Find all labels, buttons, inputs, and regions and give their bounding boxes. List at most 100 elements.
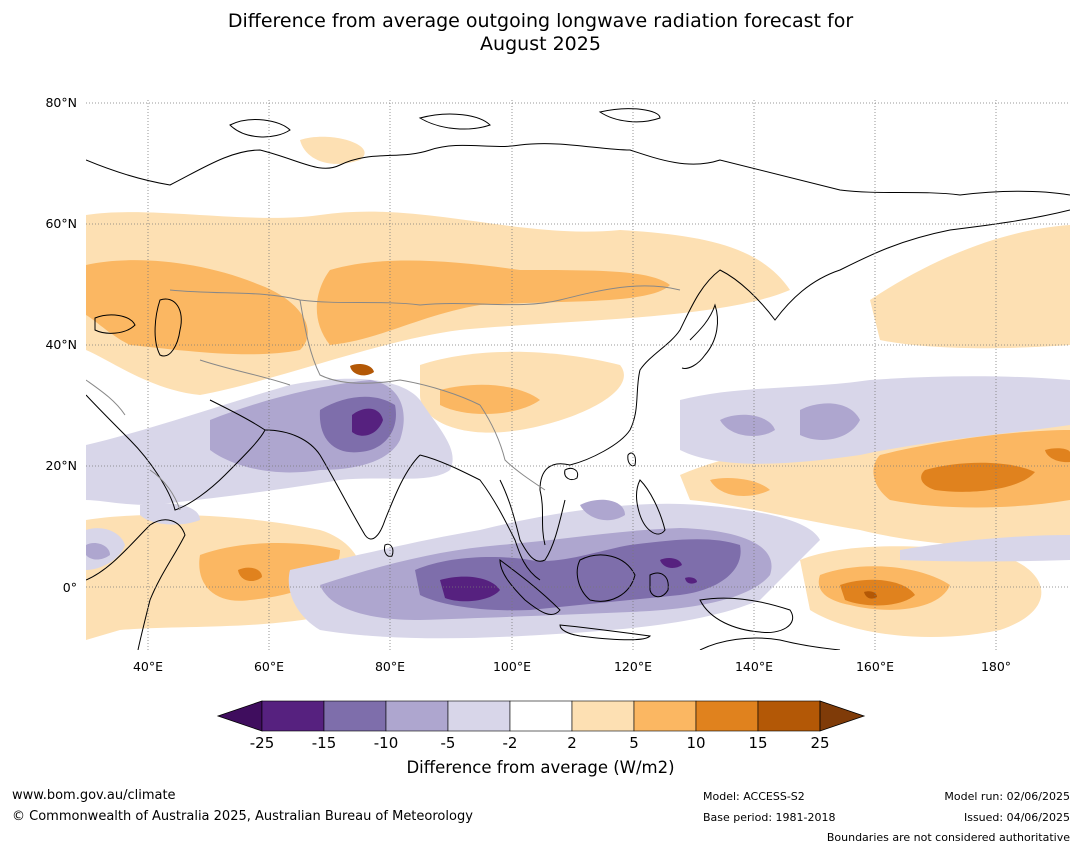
lon-label: 140°E: [735, 659, 773, 674]
arctic-islands: [229, 108, 661, 138]
colorbar-tick-label: -5: [441, 734, 456, 752]
eurasia-coastline: [86, 143, 1070, 196]
border-line: [149, 469, 181, 511]
borneo: [576, 554, 636, 602]
lon-label: 160°E: [856, 659, 894, 674]
copyright-text: © Commonwealth of Australia 2025, Austra…: [12, 809, 473, 824]
chart-title: Difference from average outgoing longwav…: [0, 10, 1081, 56]
colorbar-tick-label: 2: [567, 734, 577, 752]
colorbar-extend-min: [216, 700, 263, 732]
colorbar-tick-label: -2: [503, 734, 518, 752]
caspian-sea: [154, 298, 182, 357]
taiwan: [627, 452, 636, 467]
colorbar-box: [757, 700, 821, 732]
anomaly-light-orange: [870, 225, 1070, 349]
colorbar-tick-label: 15: [748, 734, 767, 752]
border-line: [169, 285, 681, 306]
australia-north: [699, 637, 841, 650]
colorbar-box: [695, 700, 759, 732]
anomaly-brown: [864, 591, 877, 599]
anomaly-light-purple: [140, 503, 200, 525]
anomaly-dark-orange: [1045, 448, 1070, 463]
lon-label: 100°E: [493, 659, 531, 674]
southeast-asia-coast: [419, 454, 541, 581]
colorbar-label: Difference from average (W/m2): [406, 758, 675, 777]
sumatra: [499, 558, 561, 615]
colorbar-box: [385, 700, 449, 732]
anomaly-medium-purple: [86, 543, 110, 560]
colorbar-tick-label: 25: [810, 734, 829, 752]
lon-label: 80°E: [375, 659, 405, 674]
longitude-labels: 40°E 60°E 80°E 100°E 120°E 140°E 160°E 1…: [133, 659, 1011, 674]
india-coastline: [264, 429, 421, 540]
political-borders: [86, 285, 681, 511]
anomaly-dark-orange: [840, 579, 915, 606]
negative-anomaly-fields: [86, 376, 1070, 639]
coastlines: [86, 108, 1070, 650]
lat-label: 80°N: [45, 95, 77, 110]
anomaly-brown: [350, 364, 374, 376]
colorbar-box: [323, 700, 387, 732]
border-line: [299, 299, 481, 406]
latitude-labels: 80°N 60°N 40°N 20°N 0°: [45, 95, 77, 595]
lat-label: 60°N: [45, 216, 77, 231]
colorbar-box: [447, 700, 511, 732]
anomaly-orange: [316, 260, 670, 345]
anomaly-medium-purple: [720, 414, 775, 436]
anomaly-orange: [86, 260, 308, 355]
lon-label: 180°: [981, 659, 1011, 674]
website-link[interactable]: www.bom.gov.au/climate: [12, 788, 176, 803]
philippines: [636, 479, 666, 535]
issued-text: Issued: 04/06/2025: [963, 811, 1070, 824]
colorbar-extend-max: [819, 700, 866, 732]
arabia-coastline: [86, 394, 266, 511]
hainan: [564, 467, 579, 481]
colorbar-box: [509, 700, 573, 732]
colorbar: -25 -15 -10 -5 -2 2 5 10 15 25: [216, 700, 866, 752]
lon-label: 120°E: [614, 659, 652, 674]
colorbar-tick-label: -25: [250, 734, 275, 752]
lon-label: 60°E: [254, 659, 284, 674]
anomaly-medium-purple: [580, 499, 625, 521]
border-line: [479, 404, 546, 491]
anomaly-light-purple: [680, 376, 1070, 464]
map-area: [86, 100, 1070, 650]
lon-label: 40°E: [133, 659, 163, 674]
sri-lanka: [384, 543, 394, 557]
colorbar-tick-label: 5: [629, 734, 639, 752]
graticule: [86, 100, 1070, 650]
black-sea: [94, 314, 136, 334]
africa-horn: [86, 519, 186, 650]
new-guinea: [699, 597, 793, 634]
anomaly-dark-orange: [238, 567, 262, 582]
title-line-1: Difference from average outgoing longwav…: [227, 10, 854, 32]
model-text: Model: ACCESS-S2: [703, 790, 805, 803]
anomaly-deepest-purple: [685, 577, 697, 584]
colorbar-tick-label: -10: [374, 734, 399, 752]
lat-label: 40°N: [45, 337, 77, 352]
java: [559, 624, 651, 641]
anomaly-light-purple: [900, 535, 1070, 562]
anomaly-orange: [710, 478, 770, 496]
anomaly-medium-purple: [800, 403, 860, 440]
border-line: [86, 379, 126, 416]
anomaly-deepest-purple: [440, 576, 500, 602]
colorbar-box: [571, 700, 635, 732]
base-period-text: Base period: 1981-2018: [703, 811, 836, 824]
lat-label: 0°: [63, 580, 77, 595]
anomaly-deepest-purple: [352, 408, 383, 436]
lat-label: 20°N: [45, 458, 77, 473]
colorbar-box: [633, 700, 697, 732]
colorbar-tick-label: 10: [686, 734, 705, 752]
japan-coastline: [681, 303, 718, 369]
anomaly-dark-orange: [921, 462, 1035, 492]
colorbar-box: [261, 700, 325, 732]
north-pacific-coast: [539, 209, 1070, 546]
model-run-text: Model run: 02/06/2025: [944, 790, 1070, 803]
sulawesi: [649, 572, 669, 598]
anomaly-light-orange: [300, 136, 365, 164]
colorbar-tick-label: -15: [312, 734, 337, 752]
border-line: [199, 359, 291, 386]
anomaly-deepest-purple: [660, 557, 682, 568]
